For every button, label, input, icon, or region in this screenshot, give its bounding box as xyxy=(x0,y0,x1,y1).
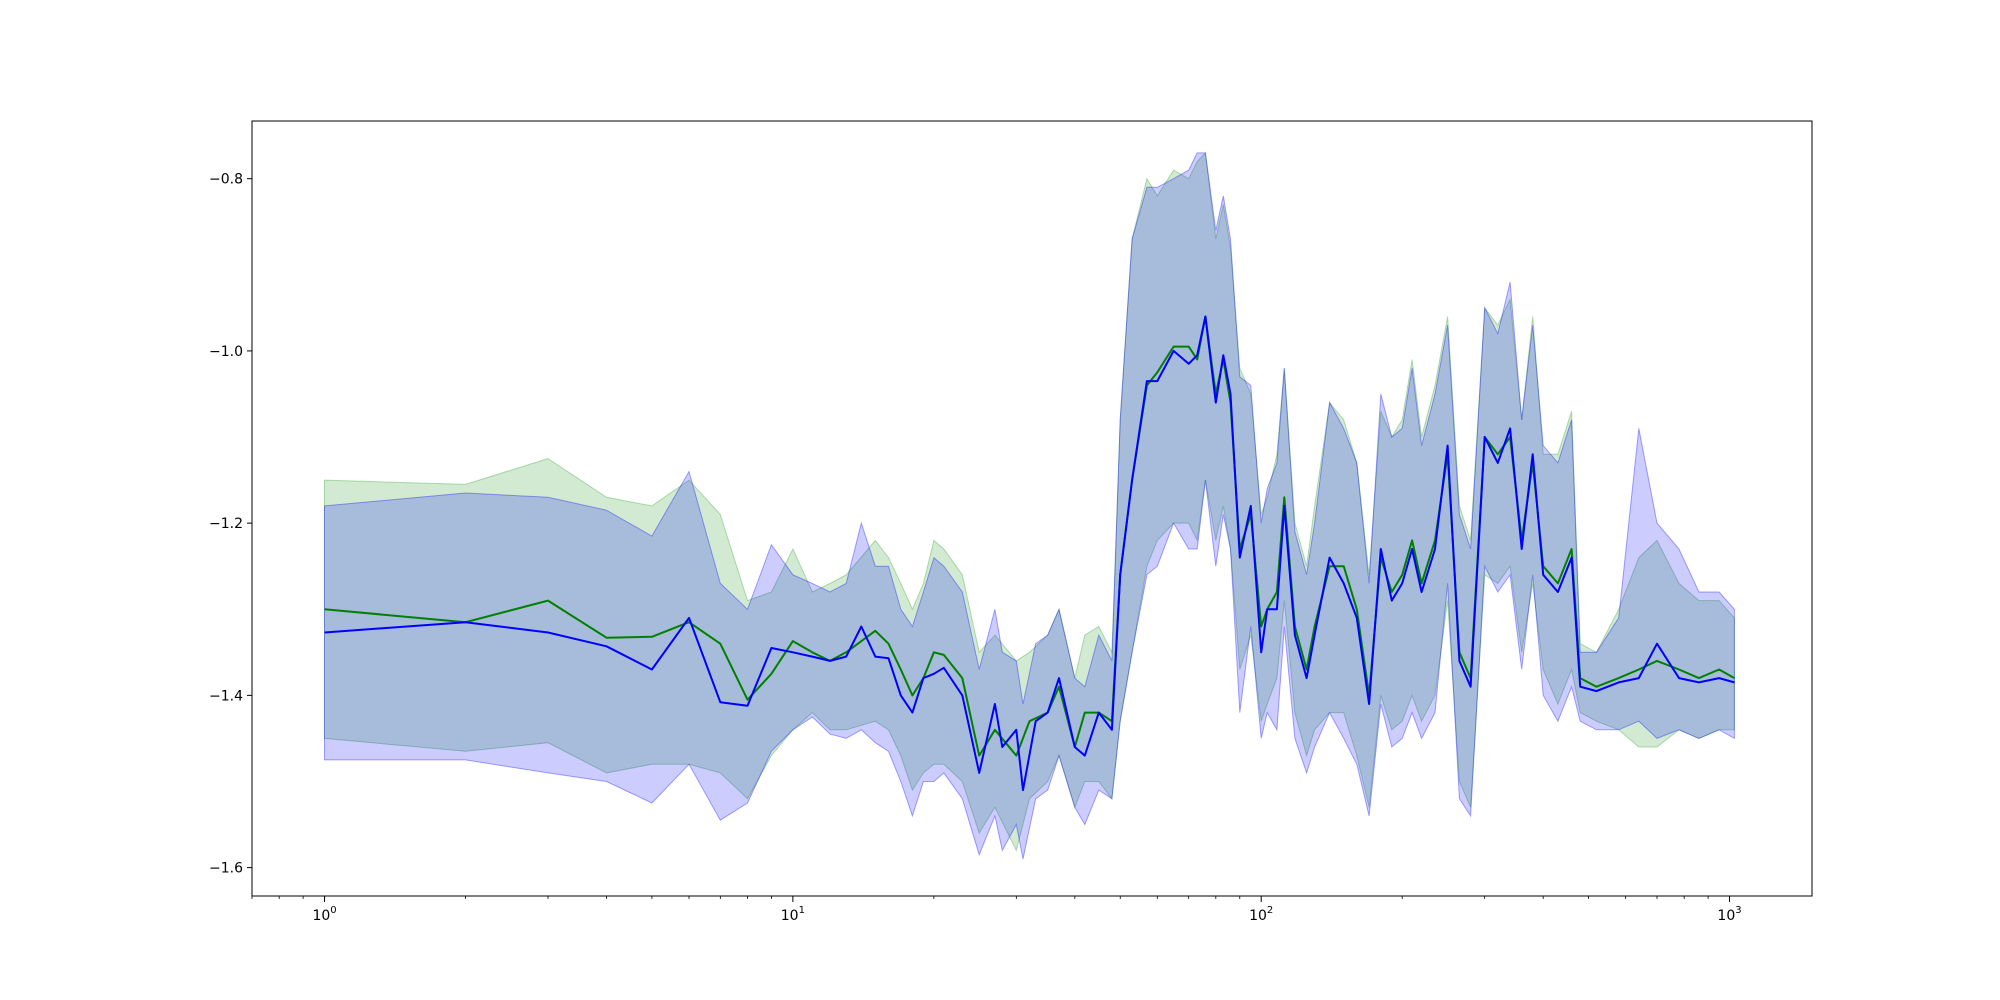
y-tick-label-4: −1.4 xyxy=(209,688,243,704)
y-tick-label-1: −0.8 xyxy=(209,172,243,188)
y-tick-label-2: −1.0 xyxy=(209,344,243,360)
x-tick-label-3: 102 xyxy=(1249,905,1273,924)
axes-frame xyxy=(251,120,1813,897)
mean-line-2 xyxy=(324,315,1735,792)
mean-lines xyxy=(324,315,1735,792)
x-tick-label-4: 103 xyxy=(1717,905,1741,924)
confidence-band-1 xyxy=(324,151,1735,852)
confidence-band-2 xyxy=(324,152,1735,860)
x-tick-label-2: 101 xyxy=(781,905,805,924)
axes: −0.8 −1.0 −1.2 −1.4 −1.6 100 101 102 103 xyxy=(209,120,1813,924)
y-tick-label-5: −1.6 xyxy=(209,861,243,877)
x-tick-label-1: 100 xyxy=(312,905,336,924)
confidence-bands xyxy=(324,151,1735,860)
plot-background xyxy=(252,121,1812,896)
y-tick-label-3: −1.2 xyxy=(209,516,243,532)
plot-area xyxy=(252,121,1812,896)
